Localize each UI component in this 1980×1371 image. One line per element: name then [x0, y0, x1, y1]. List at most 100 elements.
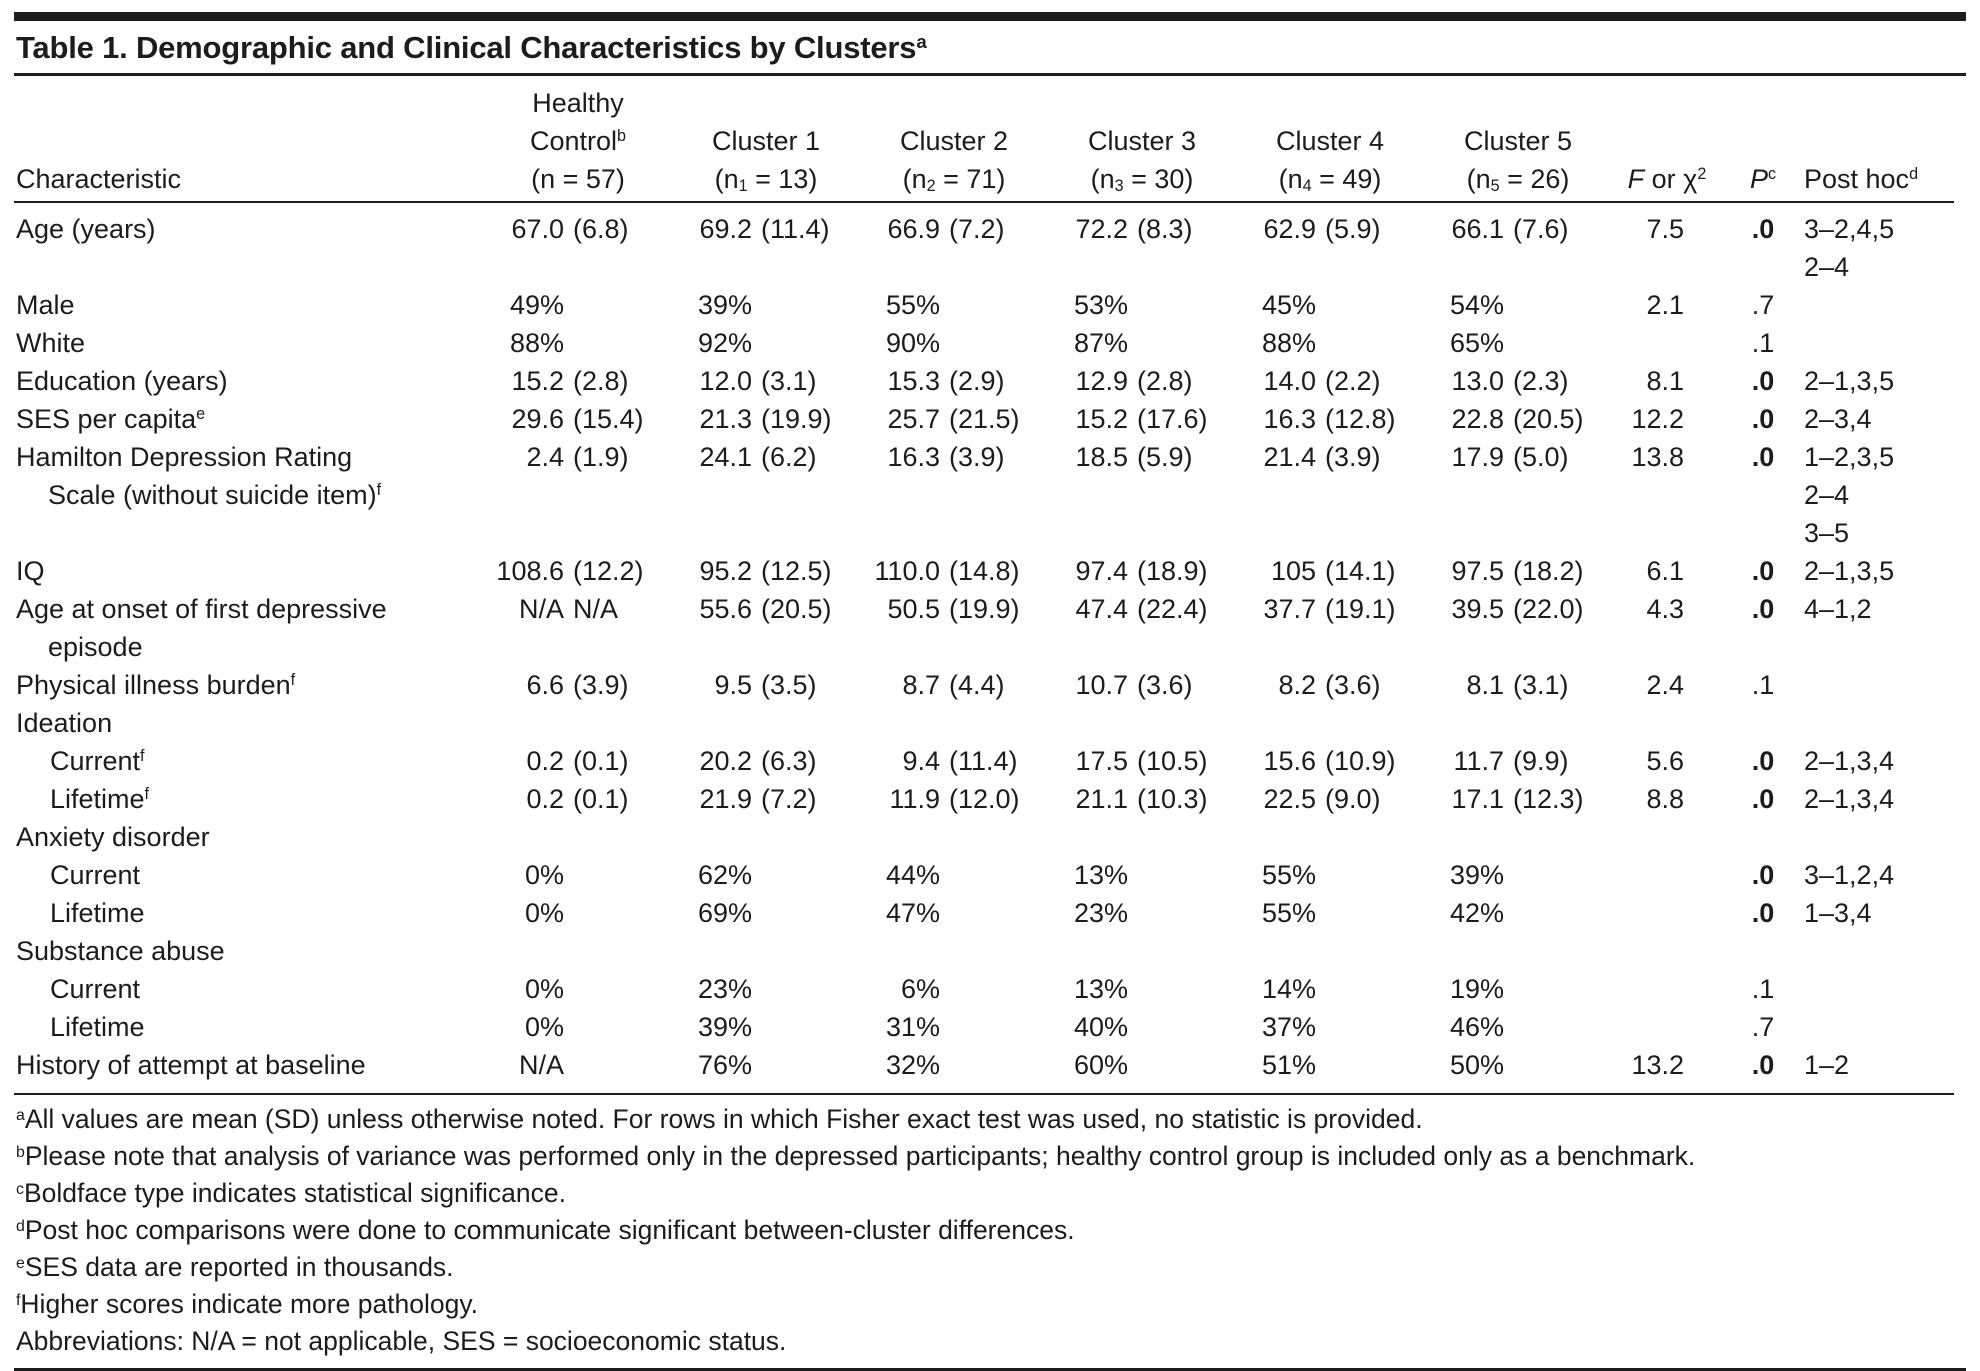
mean-value: 18.5: [1075, 442, 1128, 472]
sd-value: (10.9): [1325, 746, 1396, 776]
table-row: History of attempt at baseline N/A 76% 32% 6…: [14, 1046, 1954, 1094]
mean-value: 47.4: [1075, 594, 1128, 624]
mean-sd-pair: 21.9 (7.2): [672, 780, 861, 818]
value-cell: 76%: [672, 1046, 860, 1094]
value-cell: 49%: [484, 286, 672, 324]
sd-value: (11.4): [949, 746, 1018, 776]
sd-value: (6.8): [573, 214, 629, 244]
mean-value: 21.9: [699, 784, 752, 814]
posthoc-cell: [1804, 818, 1954, 856]
sd-value: (20.5): [761, 594, 832, 624]
mean-sd-pair: 54%: [1424, 286, 1613, 324]
header-row: Characteristic Healthy Controlb (n = 57) Clu…: [14, 76, 1954, 203]
row-label-line: Lifetime: [50, 898, 145, 928]
sd-value: (7.2): [761, 784, 817, 814]
posthoc-cell: [1804, 666, 1954, 704]
value-cell: 17.9 (5.0): [1424, 438, 1612, 552]
mean-sd-pair: 13.0 (2.3): [1424, 362, 1613, 400]
mean-sd-pair: 62.9 (5.9): [1236, 210, 1425, 248]
value-cell: 13%: [1048, 970, 1236, 1008]
sd-value: (12.2): [573, 556, 644, 586]
table-row: SES per capitae 29.6 (15.4) 21.3 (19.9) 25.7 (…: [14, 400, 1954, 438]
column-header-group-3: Cluster 3 (n3 = 30): [1048, 76, 1236, 203]
posthoc-line: 2–1,3,5: [1804, 556, 1895, 586]
mean-sd-pair: 0%: [484, 970, 673, 1008]
column-header-p-value: Pc: [1722, 76, 1804, 203]
value-cell: 50.5 (19.9): [860, 590, 1048, 666]
value-cell: 66.9 (7.2): [860, 202, 1048, 286]
footnote: aAll values are mean (SD) unless otherwi…: [16, 1104, 1423, 1134]
row-label-line-2: Scale (without suicide item)f: [48, 480, 382, 510]
sd-value: [1137, 970, 1237, 1008]
value-cell: 47%: [860, 894, 1048, 932]
mean-value: 10.7: [1075, 670, 1128, 700]
mean-value: 108.6: [496, 556, 564, 586]
value-cell: [1048, 704, 1236, 742]
table-row: Male 49% 39% 55% 53% 45% 54% 2.1 .7: [14, 286, 1954, 324]
mean-value: 54%: [1449, 290, 1504, 320]
mean-value: 14%: [1261, 974, 1316, 1004]
mean-sd-pair: 55%: [1236, 894, 1425, 932]
value-cell: 21.3 (19.9): [672, 400, 860, 438]
sd-value: [573, 1008, 673, 1046]
sd-value: [1137, 894, 1237, 932]
p-value-cell: .0: [1751, 1050, 1775, 1080]
mean-value: 8.7: [902, 670, 940, 700]
value-cell: 47.4 (22.4): [1048, 590, 1236, 666]
table-row: Current 0% 62% 44% 13% 55% 39% .0 3–1,2,4: [14, 856, 1954, 894]
mean-value: 0.2: [526, 784, 564, 814]
mean-value: 22.5: [1263, 784, 1316, 814]
value-cell: 53%: [1048, 286, 1236, 324]
mean-sd-pair: 39%: [1424, 856, 1613, 894]
sd-value: (11.4): [761, 214, 830, 244]
mean-value: 37.7: [1263, 594, 1316, 624]
sd-value: (22.4): [1137, 594, 1208, 624]
mean-sd-pair: 0.2 (0.1): [484, 742, 673, 780]
mean-value: 62%: [697, 860, 752, 890]
f-statistic-cell: 12.2: [1631, 404, 1684, 434]
mean-sd-pair: 15.3 (2.9): [860, 362, 1049, 400]
row-label-line: Lifetime: [50, 1012, 145, 1042]
sd-value: (12.3): [1513, 784, 1584, 814]
p-value-cell: .0: [1751, 860, 1775, 890]
value-cell: 62.9 (5.9): [1236, 202, 1424, 286]
mean-sd-pair: 51%: [1236, 1046, 1425, 1084]
mean-sd-pair: 21.1 (10.3): [1048, 780, 1237, 818]
footnotes: aAll values are mean (SD) unless otherwi…: [14, 1095, 1966, 1365]
row-label: Hamilton Depression Rating Scale (without…: [14, 438, 484, 552]
sd-value: (2.8): [1137, 366, 1193, 396]
footnote-marker: f: [16, 1292, 21, 1310]
mean-value: 72.2: [1075, 214, 1128, 244]
mean-value: 40%: [1073, 1012, 1128, 1042]
mean-sd-pair: 53%: [1048, 286, 1237, 324]
mean-value: 95.2: [699, 556, 752, 586]
value-cell: 88%: [1236, 324, 1424, 362]
p-value-cell: .0: [1751, 594, 1775, 624]
value-cell: [1424, 704, 1612, 742]
sd-value: [761, 894, 861, 932]
sd-value: (17.6): [1137, 404, 1208, 434]
mean-value: 8.2: [1278, 670, 1316, 700]
sd-value: (19.9): [949, 594, 1020, 624]
value-cell: 8.7 (4.4): [860, 666, 1048, 704]
mean-sd-pair: 66.9 (7.2): [860, 210, 1049, 248]
value-cell: 55%: [1236, 894, 1424, 932]
value-cell: [1236, 932, 1424, 970]
value-cell: 72.2 (8.3): [1048, 202, 1236, 286]
f-statistic-cell: 13.8: [1631, 442, 1684, 472]
mean-sd-pair: 15.2 (2.8): [484, 362, 673, 400]
value-cell: 44%: [860, 856, 1048, 894]
sd-value: [1137, 324, 1237, 362]
row-label-line: Physical illness burdenf: [16, 670, 296, 700]
mean-sd-pair: 17.9 (5.0): [1424, 438, 1613, 476]
value-cell: 14%: [1236, 970, 1424, 1008]
mean-sd-pair: 76%: [672, 1046, 861, 1084]
sd-value: (1.9): [573, 442, 629, 472]
section-row: Ideation: [14, 704, 1954, 742]
mean-value: 49%: [509, 290, 564, 320]
mean-sd-pair: 17.1 (12.3): [1424, 780, 1613, 818]
value-cell: 0%: [484, 1008, 672, 1046]
sd-value: (9.9): [1513, 746, 1569, 776]
p-value-cell: [1722, 932, 1804, 970]
row-label: Lifetimef: [14, 780, 484, 818]
